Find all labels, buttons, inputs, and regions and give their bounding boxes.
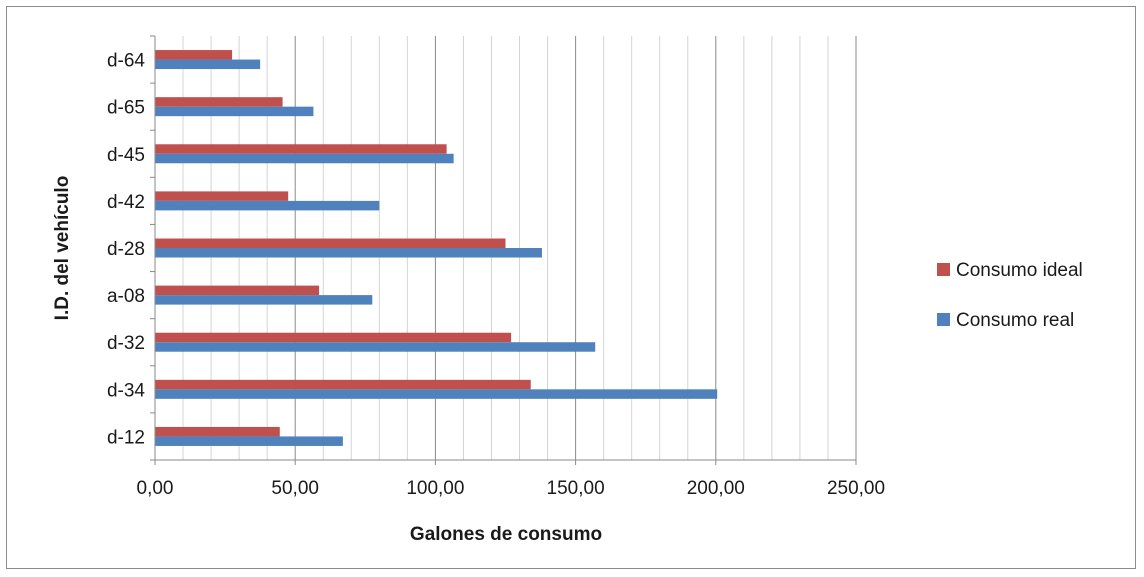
bar-consumo-ideal-d-45: [155, 144, 447, 154]
bar-consumo-real-a-08: [155, 295, 373, 305]
y-tick-label: d-65: [107, 98, 145, 119]
legend-swatch-consumo-real: [937, 313, 950, 326]
y-tick-label: d-12: [107, 427, 145, 448]
bar-consumo-real-d-32: [155, 342, 596, 352]
bars: [155, 50, 718, 446]
bar-consumo-real-d-34: [155, 389, 718, 399]
bar-consumo-ideal-d-65: [155, 97, 283, 107]
bar-consumo-ideal-d-42: [155, 191, 289, 201]
y-tick-label: d-32: [107, 333, 145, 354]
x-tick-label: 100,00: [406, 478, 464, 499]
tick-labels: d-12 d-34 d-32 a-08 d-28 d-42 d-45 d-65 d-64 0,00…: [107, 51, 885, 499]
y-axis-title: I.D. del vehículo: [52, 176, 73, 321]
x-tick-label: 0,00: [137, 478, 174, 499]
x-axis-title: Galones de consumo: [410, 524, 602, 545]
bar-consumo-real-d-65: [155, 106, 314, 117]
legend-swatch-consumo-ideal: [937, 263, 950, 276]
x-tick-label: 200,00: [687, 478, 745, 499]
bar-consumo-ideal-a-08: [155, 285, 320, 296]
y-tick-label: d-28: [107, 239, 145, 260]
bar-consumo-real-d-28: [155, 248, 542, 258]
y-tick-label: d-45: [107, 145, 145, 166]
legend-label-consumo-ideal: Consumo ideal: [956, 260, 1083, 281]
bar-consumo-real-d-42: [155, 200, 380, 211]
y-tick-label: d-34: [107, 380, 145, 401]
bar-consumo-real-d-12: [155, 436, 343, 446]
legend: Consumo ideal Consumo real: [937, 260, 1083, 331]
x-tick-label: 50,00: [271, 478, 319, 499]
bar-consumo-ideal-d-12: [155, 426, 280, 437]
x-tick-label: 250,00: [827, 478, 885, 499]
bar-consumo-real-d-64: [155, 59, 261, 70]
x-tick-label: 150,00: [547, 478, 605, 499]
bar-consumo-real-d-45: [155, 153, 454, 164]
y-tick-label: d-42: [107, 192, 145, 213]
axes: [150, 35, 857, 465]
bar-consumo-ideal-d-64: [155, 50, 233, 60]
bar-consumo-ideal-d-28: [155, 238, 506, 248]
bar-consumo-ideal-d-34: [155, 379, 531, 390]
y-tick-label: d-64: [107, 51, 145, 72]
bar-consumo-ideal-d-32: [155, 332, 512, 343]
y-tick-label: a-08: [107, 286, 145, 307]
legend-label-consumo-real: Consumo real: [956, 310, 1074, 331]
